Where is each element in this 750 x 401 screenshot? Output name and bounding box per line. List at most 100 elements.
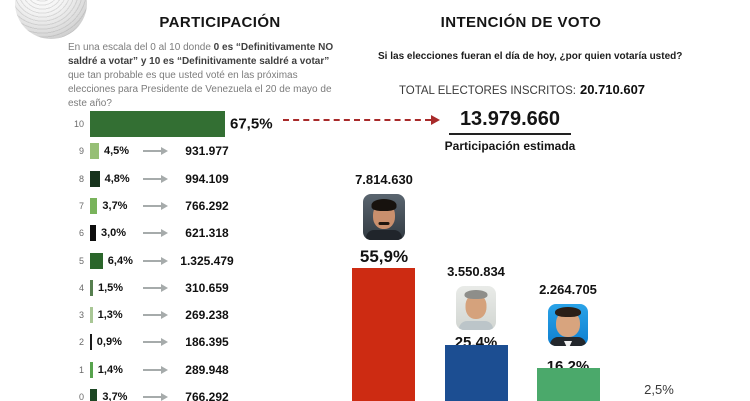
participation-row: 10 67,5% [66,111,358,137]
question-segment: que tan probable es que usted voté en la… [68,70,332,109]
participation-voters: 621.318 [185,226,229,241]
scale-label: 0 [78,392,84,401]
avatar-shoulders [366,230,402,240]
candidate-column-falcon: 3.550.834 25,4% [428,264,524,351]
scale-label: 4 [78,282,84,293]
scale-label: 6 [78,228,84,239]
right-arrow-icon [143,256,168,265]
participation-pct: 4,5% [104,145,130,158]
scale-label: 9 [78,146,84,157]
nicolas-maduro-photo [363,194,405,240]
right-arrow-icon [143,365,168,374]
scale-label: 8 [78,173,84,184]
right-arrow-icon [143,338,168,347]
estimated-participation-value: 13.979.660 [449,108,571,135]
participation-row: 7 3,7% 766.292 [66,196,358,216]
participation-row: 3 1,3% 269.238 [66,305,358,325]
scale-label: 7 [78,200,84,211]
right-arrow-icon [143,311,168,320]
participation-row: 5 6,4% 1.325.479 [66,251,358,271]
right-arrow-icon [143,201,168,210]
right-arrow-icon [143,174,168,183]
candidate-column-maduro: 7.814.630 55,9% [336,172,432,267]
participation-bar [90,252,103,269]
candidate-column-bertucci: 2.264.705 16,2% [520,282,616,375]
right-arrow-icon [143,147,168,156]
total-electors-line: TOTAL ELECTORES INSCRITOS: 20.710.607 [372,82,672,97]
participation-voters: 310.659 [185,280,229,295]
participation-bar [90,361,93,378]
participation-pct: 1,5% [98,281,124,294]
participation-bar [90,197,98,214]
participation-pct: 0,9% [96,336,122,349]
participation-pct: 1,3% [97,309,123,322]
participation-title: PARTICIPACIÓN [159,14,281,31]
vote-intention-title: INTENCIÓN DE VOTO [440,14,602,31]
estimated-participation-label: Participación estimada [444,139,576,153]
vote-bar-bertucci [537,368,600,401]
participation-pct: 3,7% [102,199,128,212]
participation-voters: 931.977 [185,144,229,159]
henri-falcon-photo [456,286,496,330]
participation-row: 8 4,8% 994.109 [66,169,358,189]
question-segment-bold: 0 es “Definitivamente NO saldré a votar”… [68,42,334,67]
avatar-face [465,294,487,319]
participation-voters: 186.395 [185,335,229,350]
participation-pct: 6,4% [107,254,133,267]
participation-row: 2 0,9% 186.395 [66,332,358,352]
scale-label: 3 [78,310,84,321]
participation-bar [90,334,92,351]
candidate-voters: 2.264.705 [539,282,597,297]
vote-bar-maduro [352,268,415,401]
participation-bar [90,279,93,296]
participation-voters: 994.109 [185,171,229,186]
candidate-pct-other: 2,5% [644,382,674,397]
avatar-shoulders [550,337,586,346]
participation-row: 6 3,0% 621.318 [66,223,358,243]
scale-label: 1 [78,364,84,375]
participation-pct: 4,8% [104,172,130,185]
participation-voters: 766.292 [185,198,229,213]
dashed-arrow-icon [283,115,440,125]
avatar-shirt [564,341,572,346]
participation-row: 4 1,5% 310.659 [66,278,358,298]
right-arrow-icon [143,229,168,238]
scale-label: 5 [78,255,84,266]
avatar-shoulders [459,321,493,330]
avatar-hair [555,307,581,317]
participation-pct: 67,5% [230,115,273,133]
participation-row: 9 4,5% 931.977 [66,141,358,161]
participation-bar [90,389,98,401]
participation-pct: 1,4% [97,363,123,376]
candidate-voters: 7.814.630 [355,172,413,187]
participation-row: 1 1,4% 289.948 [66,360,358,380]
participation-voters: 269.238 [185,308,229,323]
scale-label: 2 [78,337,84,348]
participation-bar [90,170,100,187]
avatar-mustache [378,222,390,225]
participation-row: 0 3,7% 766.292 [66,387,358,401]
javier-bertucci-photo [548,304,588,346]
right-arrow-icon [143,393,168,401]
avatar-hair [464,290,488,299]
question-segment: En una escala del 0 al 10 donde [68,42,214,53]
total-electors-value: 20.710.607 [579,82,646,97]
total-electors-label: TOTAL ELECTORES INSCRITOS: [398,85,576,97]
avatar-hair [371,199,397,211]
vote-intention-question: Si las elecciones fueran el día de hoy, … [378,51,683,62]
pollster-sphere-logo [15,0,87,39]
scale-label: 10 [73,119,84,129]
candidate-voters: 3.550.834 [447,264,505,279]
participation-pct: 3,7% [102,391,128,401]
candidate-pct: 55,9% [359,247,409,266]
participation-bar [90,111,225,137]
participation-bar [90,225,96,242]
participation-pct: 3,0% [101,227,127,240]
right-arrow-icon [143,283,168,292]
participation-question: En una escala del 0 al 10 donde 0 es “De… [68,41,336,111]
participation-bar [90,143,99,160]
participation-voters: 1.325.479 [180,253,234,268]
participation-voters: 289.948 [185,362,229,377]
vote-bar-falcon [445,345,508,401]
